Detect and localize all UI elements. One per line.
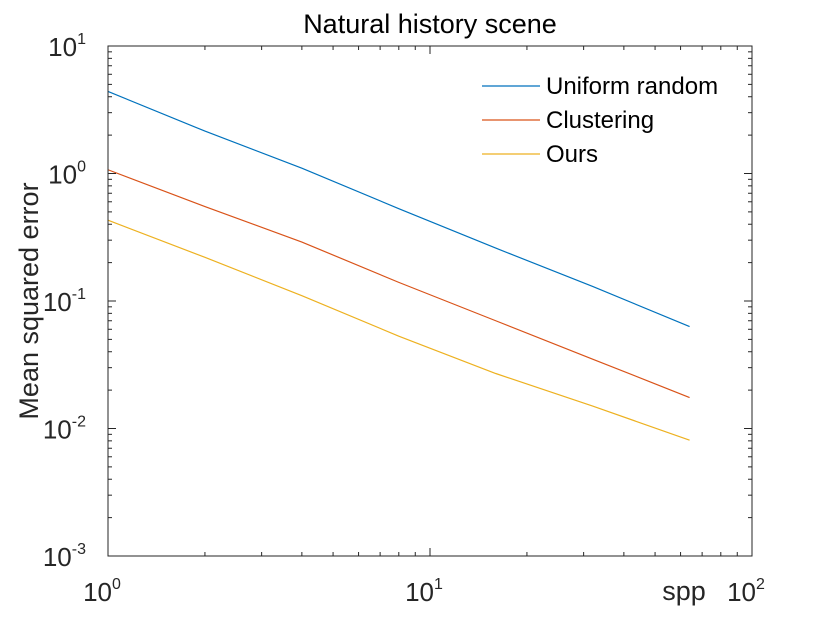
y-tick-label: 10-2 xyxy=(43,414,86,445)
plot-frame xyxy=(107,45,753,557)
y-tick-label: 100 xyxy=(48,159,86,190)
series-line-1 xyxy=(107,90,690,328)
x-tick-label: 100 xyxy=(83,576,121,607)
y-tick-label: 10-3 xyxy=(43,541,86,572)
series-layer xyxy=(107,90,690,441)
legend: Uniform random Clustering Ours xyxy=(482,73,718,168)
legend-label-3: Ours xyxy=(546,141,598,168)
x-tick-label: 102 xyxy=(727,576,765,607)
legend-label-1: Uniform random xyxy=(546,73,718,100)
y-axis-label: Mean squared error xyxy=(14,182,44,419)
legend-label-2: Clustering xyxy=(546,107,654,134)
series-line-3 xyxy=(107,219,690,441)
chart-title: Natural history scene xyxy=(303,9,557,39)
x-axis-label: spp xyxy=(662,576,706,606)
x-tick-label: 101 xyxy=(405,576,443,607)
tick-layer: 100 101 102 10-3 10-2 10-1 100 101 xyxy=(43,31,765,607)
series-line-2 xyxy=(107,169,690,399)
y-tick-label: 10-1 xyxy=(43,286,86,317)
y-tick-label: 101 xyxy=(48,31,86,62)
